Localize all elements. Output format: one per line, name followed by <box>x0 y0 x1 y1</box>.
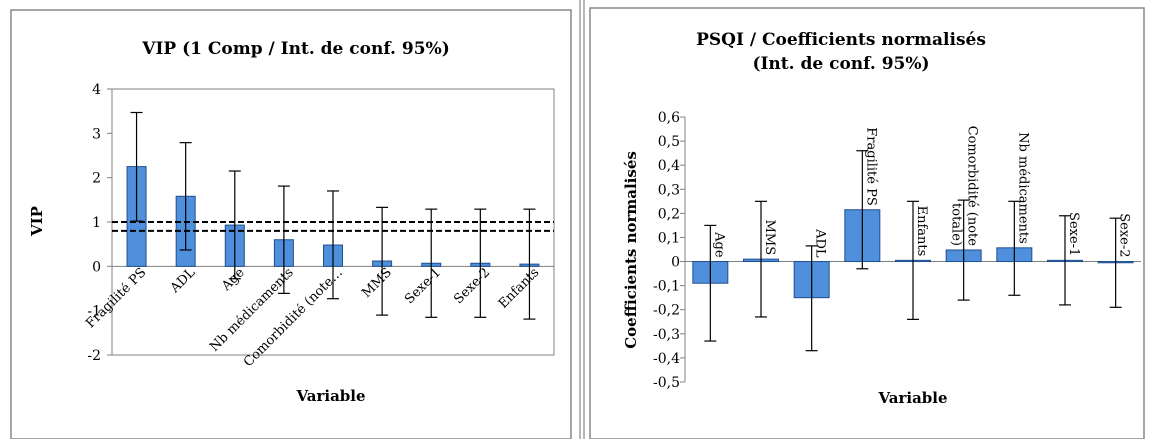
x-category-label-line: Sexe-1 <box>1066 212 1081 256</box>
y-tick-label: 0,5 <box>658 134 680 150</box>
y-tick-label: 2 <box>92 171 101 187</box>
x-category-label: ADL <box>813 228 828 258</box>
x-category-label-line: Enfants <box>914 206 929 257</box>
y-tick-label: -0,2 <box>653 303 680 319</box>
psqi-plot-area: -0,5 -0,4 -0,3 -0,2 -0,1 0 0,1 0,2 0,3 0,4 0,5 0,6 A… <box>653 110 1141 391</box>
y-tick-label: 0 <box>92 259 101 275</box>
y-tick-label: 0,6 <box>658 110 680 126</box>
y-tick-label: -0,4 <box>653 351 680 367</box>
x-category-label-line: ADL <box>813 228 828 258</box>
y-tick-label: 0,3 <box>658 182 680 198</box>
vip-chart-title: VIP (1 Comp / Int. de conf. 95%) <box>141 39 450 59</box>
vip-chart: VIP (1 Comp / Int. de conf. 95%) Variabl… <box>10 9 572 439</box>
psqi-chart-title-line-2: (Int. de conf. 95%) <box>752 54 929 74</box>
x-category-label: Sexe-2 <box>1117 213 1132 257</box>
y-tick-label: -0,5 <box>653 375 680 391</box>
y-tick-label: 0,1 <box>658 230 680 246</box>
y-tick-label: 4 <box>92 82 101 98</box>
x-category-label: Enfants <box>914 206 929 257</box>
x-category-label: Comorbidité (notetotale) <box>949 126 980 247</box>
y-tick-label: -2 <box>87 348 101 364</box>
vip-chart-frame <box>10 9 572 439</box>
x-category-label-line: Nb médicaments <box>1015 132 1030 244</box>
y-tick-label: 0 <box>671 255 680 271</box>
y-tick-label: -0,3 <box>653 327 680 343</box>
x-category-label-line: Fragilité PS <box>863 127 878 205</box>
x-category-label-line: totale) <box>949 203 964 246</box>
x-category-label: Age <box>711 231 726 258</box>
psqi-chart: PSQI / Coefficients normalisés (Int. de … <box>589 7 1145 439</box>
psqi-chart-title-line-1: PSQI / Coefficients normalisés <box>696 30 986 50</box>
vip-chart-x-axis-title: Variable <box>295 387 365 405</box>
x-category-label-line: Age <box>711 231 726 258</box>
y-tick-label: 0,2 <box>658 206 680 222</box>
x-category-label-line: MMS <box>762 220 777 256</box>
y-tick-label: -0,1 <box>653 279 680 295</box>
x-category-label: Fragilité PS <box>863 127 878 205</box>
y-tick-label: -1 <box>87 304 101 320</box>
y-tick-label: 0,4 <box>658 158 680 174</box>
x-category-label: Sexe-1 <box>1066 212 1081 256</box>
x-category-label: MMS <box>762 220 777 256</box>
y-tick-label: 3 <box>92 126 101 142</box>
x-category-label-line: Sexe-2 <box>1117 213 1132 257</box>
y-tick-label: 1 <box>92 215 101 231</box>
vip-chart-y-axis-title: VIP <box>28 206 46 237</box>
psqi-chart-x-axis-title: Variable <box>877 389 947 407</box>
x-category-label-line: Comorbidité (note <box>965 126 980 247</box>
x-category-label: Nb médicaments <box>1015 132 1030 244</box>
psqi-chart-y-axis-title: Coefficients normalisés <box>622 151 640 349</box>
